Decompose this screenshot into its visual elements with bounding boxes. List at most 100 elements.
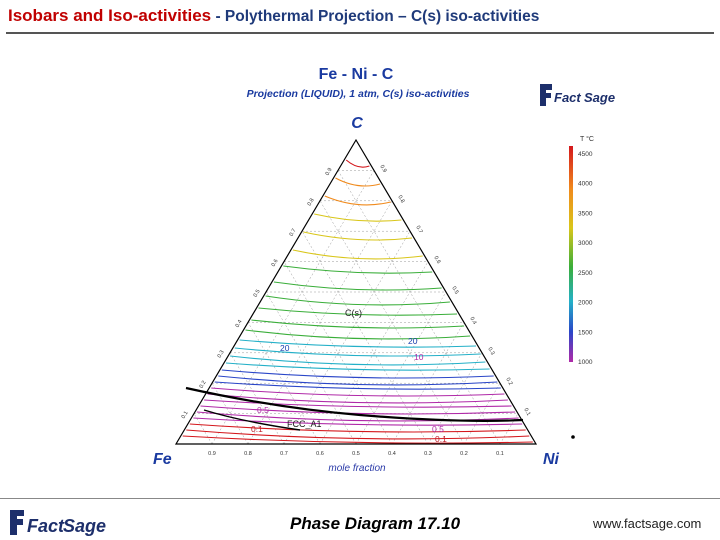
legend-tick-label: 2000: [578, 300, 593, 307]
legend-ticks: 4500 4000 3500 3000 2500 2000 1500 1000: [578, 151, 593, 366]
iso-activity-contour: [218, 375, 498, 386]
iso-activity-contour: [207, 393, 508, 404]
factsage-logo-footer-fact: Fact: [27, 516, 65, 536]
factsage-logo-top: Fact Sage: [540, 84, 615, 106]
vertex-label-c: C: [351, 115, 363, 132]
grid-line: [247, 322, 321, 445]
slide-title: Isobars and Iso-activities - Polythermal…: [8, 6, 712, 26]
invariant-point-marker: [571, 435, 575, 439]
temperature-legend: T °C 4500 4000 3500 3000 2500 2000 1500 1000: [569, 135, 594, 366]
contour-label: 0.5: [257, 405, 269, 415]
left-tick-label: 0.4: [235, 319, 244, 329]
bottom-tick-label: 0.1: [496, 451, 504, 457]
phase-boundary-fe: [203, 409, 301, 431]
vertex-label-fe: Fe: [153, 451, 172, 468]
legend-tick-label: 1000: [578, 359, 593, 366]
left-tick-label: 0.9: [325, 167, 334, 177]
diagram-title: Fe - Ni - C: [319, 66, 394, 83]
grid-line: [301, 231, 429, 445]
left-tick-label: 0.2: [199, 380, 208, 390]
bottom-tick-label: 0.7: [280, 451, 288, 457]
ternary-diagram: Fe - Ni - C Projection (LIQUID), 1 atm, …: [153, 66, 615, 474]
iso-activity-contour: [221, 369, 494, 379]
bottom-tick-label: 0.6: [316, 451, 324, 457]
legend-tick-label: 4500: [578, 151, 593, 158]
contour-label: 20: [408, 336, 418, 346]
legend-tick-label: 3000: [578, 240, 593, 247]
left-tick-label: 0.7: [289, 228, 298, 238]
iso-activity-contour: [258, 307, 458, 316]
iso-activity-contour: [204, 399, 512, 408]
iso-activity-contour: [265, 295, 450, 306]
iso-activity-contour: [230, 355, 486, 366]
grid-line: [355, 291, 447, 445]
axis-ticks: 0.9 0.8 0.7 0.6 0.5 0.4 0.3 0.2 0.1 0.1 0.2 0.3 0.4 0…: [181, 164, 532, 457]
iso-activity-contour: [324, 195, 391, 206]
slide-title-part1: Isobars and Iso-activities: [8, 6, 212, 25]
grid-line: [391, 322, 465, 445]
iso-activity-contour: [314, 213, 402, 222]
iso-activity-contour: [211, 387, 505, 397]
region-label-fcc: FCC_A1: [287, 419, 322, 429]
right-tick-label: 0.9: [378, 164, 387, 174]
factsage-logo-footer: Fact Sage: [10, 510, 106, 536]
bottom-tick-label: 0.2: [460, 451, 468, 457]
iso-activity-contour: [214, 381, 501, 390]
footer-caption: Phase Diagram 17.10: [290, 514, 461, 533]
left-tick-label: 0.3: [217, 349, 226, 359]
iso-activity-contour: [225, 362, 490, 371]
iso-activity-contour: [273, 281, 442, 291]
right-tick-label: 0.4: [468, 316, 477, 326]
iso-activity-contour: [251, 319, 465, 329]
right-tick-label: 0.5: [450, 286, 459, 296]
legend-color-bar: [569, 146, 573, 362]
legend-tick-label: 1500: [578, 329, 593, 336]
contour-label: 0.1: [251, 424, 263, 434]
factsage-logo-footer-sage: Sage: [63, 516, 106, 536]
contour-label: 20: [280, 343, 290, 353]
diagram-subtitle: Projection (LIQUID), 1 atm, C(s) iso-act…: [247, 88, 470, 100]
contour-label: 0.1: [435, 434, 447, 444]
footer-url[interactable]: www.factsage.com: [593, 516, 702, 531]
iso-activity-contour: [200, 405, 516, 415]
footer-divider: [0, 498, 720, 499]
right-tick-label: 0.2: [504, 377, 513, 387]
bottom-tick-label: 0.4: [388, 451, 396, 457]
legend-tick-label: 2500: [578, 270, 593, 277]
factsage-logo-top-fact: Fact: [554, 90, 581, 105]
left-tick-label: 0.5: [253, 289, 262, 299]
right-tick-label: 0.7: [414, 225, 423, 235]
phase-boundary-cs-fcc: [185, 386, 524, 422]
left-tick-label: 0.8: [307, 197, 316, 207]
slide-title-part2: Polythermal Projection – C(s) iso-activi…: [224, 8, 540, 25]
iso-activity-contour: [196, 411, 519, 422]
contour-lines: [182, 159, 533, 444]
right-tick-label: 0.1: [522, 407, 531, 417]
vertex-label-ni: Ni: [543, 451, 560, 468]
iso-activity-contour: [193, 417, 523, 426]
bottom-tick-label: 0.5: [352, 451, 360, 457]
iso-activity-contour: [239, 339, 477, 348]
legend-tick-label: 3500: [578, 210, 593, 217]
grid-line: [337, 170, 501, 445]
title-divider: [6, 32, 714, 34]
iso-activity-contour: [292, 249, 423, 260]
slide-title-separator: -: [211, 8, 225, 25]
right-tick-label: 0.6: [432, 255, 441, 265]
iso-activity-contour: [335, 177, 381, 187]
bottom-axis-label: mole fraction: [328, 463, 386, 474]
iso-activity-contour: [283, 265, 433, 274]
iso-activity-contour: [345, 159, 370, 168]
left-tick-label: 0.1: [181, 410, 190, 420]
bottom-tick-label: 0.8: [244, 451, 252, 457]
right-tick-label: 0.8: [396, 194, 405, 204]
iso-activity-contour: [189, 423, 526, 433]
legend-unit: T °C: [580, 135, 594, 143]
grid-line: [427, 352, 483, 445]
ternary-triangle: [174, 138, 538, 445]
iso-activity-contour: [245, 329, 471, 340]
contour-label: 10: [414, 352, 424, 362]
iso-activity-contour: [303, 231, 413, 241]
contour-label: 0.5: [432, 424, 444, 434]
iso-activity-contour: [186, 429, 530, 440]
